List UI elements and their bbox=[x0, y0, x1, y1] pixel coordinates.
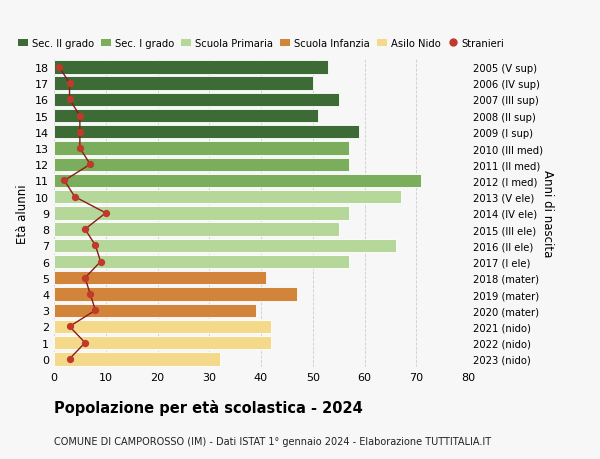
Bar bbox=[54, 126, 359, 139]
Legend: Sec. II grado, Sec. I grado, Scuola Primaria, Scuola Infanzia, Asilo Nido, Stran: Sec. II grado, Sec. I grado, Scuola Prim… bbox=[17, 39, 505, 49]
Bar bbox=[54, 61, 328, 74]
Bar bbox=[54, 94, 338, 107]
Point bbox=[59, 177, 69, 185]
Y-axis label: Età alunni: Età alunni bbox=[16, 184, 29, 243]
Bar bbox=[54, 304, 256, 317]
Bar bbox=[54, 190, 401, 204]
Point bbox=[65, 355, 74, 363]
Bar bbox=[54, 353, 220, 366]
Text: Popolazione per età scolastica - 2024: Popolazione per età scolastica - 2024 bbox=[54, 399, 363, 415]
Point bbox=[85, 291, 95, 298]
Point bbox=[96, 258, 106, 266]
Bar bbox=[54, 255, 349, 269]
Bar bbox=[54, 77, 313, 90]
Bar bbox=[54, 110, 318, 123]
Point bbox=[65, 96, 74, 104]
Point bbox=[65, 80, 74, 88]
Point bbox=[80, 274, 90, 282]
Bar bbox=[54, 207, 349, 220]
Bar bbox=[54, 158, 349, 172]
Bar bbox=[54, 223, 338, 236]
Bar bbox=[54, 288, 297, 301]
Point bbox=[91, 307, 100, 314]
Point bbox=[101, 210, 110, 217]
Bar bbox=[54, 174, 421, 188]
Point bbox=[70, 194, 80, 201]
Text: COMUNE DI CAMPOROSSO (IM) - Dati ISTAT 1° gennaio 2024 - Elaborazione TUTTITALIA: COMUNE DI CAMPOROSSO (IM) - Dati ISTAT 1… bbox=[54, 436, 491, 446]
Point bbox=[65, 323, 74, 330]
Bar bbox=[54, 336, 271, 350]
Bar bbox=[54, 320, 271, 333]
Point bbox=[80, 339, 90, 347]
Point bbox=[85, 161, 95, 168]
Point bbox=[91, 242, 100, 250]
Bar bbox=[54, 239, 395, 252]
Y-axis label: Anni di nascita: Anni di nascita bbox=[541, 170, 554, 257]
Point bbox=[75, 112, 85, 120]
Point bbox=[75, 145, 85, 152]
Point bbox=[55, 64, 64, 72]
Bar bbox=[54, 142, 349, 155]
Point bbox=[75, 129, 85, 136]
Point bbox=[80, 226, 90, 233]
Bar bbox=[54, 272, 266, 285]
